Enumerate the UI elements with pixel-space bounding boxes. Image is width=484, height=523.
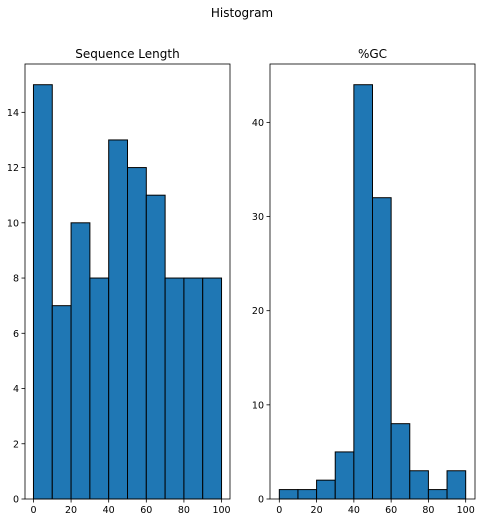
gc-xtick-label-3: 60 [385,505,397,516]
gc-bar-4 [354,85,373,499]
gc-bar-2 [317,480,336,499]
gc-content-histogram: %GC 0 20 40 60 80 100 0 10 20 30 40 [252,47,475,516]
seqlen-bar-7 [165,278,184,499]
seqlen-xtick-label-1: 20 [65,505,77,516]
sequence-length-histogram: Sequence Length 0 20 40 60 80 100 0 2 4 6 8 10 12 14 [7,47,231,516]
gc-bar-3 [335,452,354,499]
gc-ytick-label-1: 10 [252,400,264,411]
gc-bar-6 [391,424,410,499]
seqlen-bar-9 [203,278,222,499]
seqlen-bar-2 [71,223,90,499]
seqlen-ytick-label-1: 2 [13,439,19,450]
seqlen-bar-1 [52,306,71,499]
gc-bar-1 [298,490,317,499]
seqlen-xtick-label-3: 60 [140,505,152,516]
gc-xtick-label-4: 80 [422,505,434,516]
seqlen-bar-5 [128,168,147,499]
gc-bar-8 [428,490,447,499]
seqlen-xtick-label-0: 0 [30,505,36,516]
seqlen-bar-0 [33,85,52,499]
gc-xtick-label-1: 20 [311,505,323,516]
seqlen-bar-8 [184,278,203,499]
seqlen-ytick-label-3: 6 [13,329,19,340]
seqlen-bar-3 [90,278,109,499]
gc-ytick-label-0: 0 [258,495,264,506]
seqlen-axes-title: Sequence Length [75,47,179,61]
seqlen-bar-4 [109,140,128,499]
gc-ytick-label-2: 20 [252,306,264,317]
gc-xtick-label-0: 0 [276,505,282,516]
seqlen-xtick-label-5: 100 [212,505,230,516]
gc-bar-5 [373,198,392,499]
seqlen-ytick-label-2: 4 [13,384,19,395]
gc-axes-title: %GC [358,47,387,61]
seqlen-ytick-label-7: 14 [7,108,19,119]
gc-ytick-label-3: 30 [252,212,264,223]
seqlen-ytick-label-6: 12 [7,163,19,174]
seqlen-xtick-label-4: 80 [178,505,190,516]
figure-title: Histogram [211,6,273,20]
seqlen-xtick-label-2: 40 [103,505,115,516]
gc-xtick-label-2: 40 [348,505,360,516]
seqlen-ytick-label-4: 8 [13,274,19,285]
gc-bar-9 [447,471,466,499]
gc-ytick-label-4: 40 [252,118,264,129]
gc-bar-7 [410,471,429,499]
seqlen-ytick-label-5: 10 [7,218,19,229]
seqlen-ytick-label-0: 0 [13,495,19,506]
seqlen-bar-6 [146,195,165,499]
gc-xtick-label-5: 100 [457,505,475,516]
gc-bar-0 [279,490,298,499]
